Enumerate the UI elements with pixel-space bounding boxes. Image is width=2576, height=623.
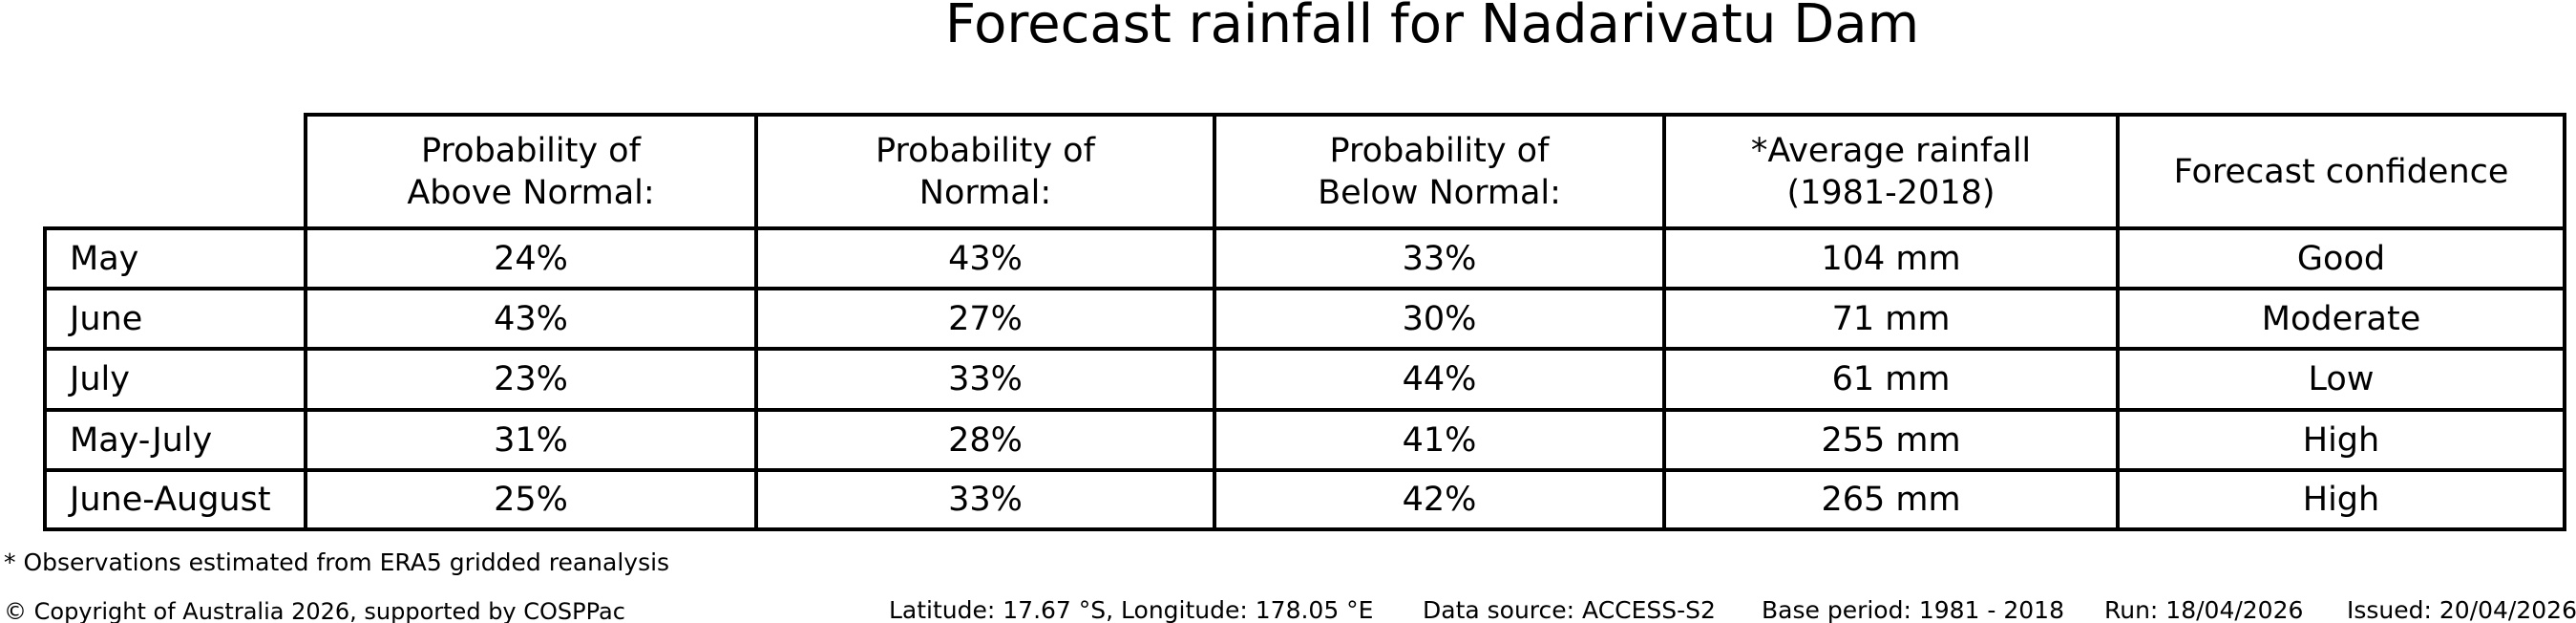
cell-above-normal: 31% xyxy=(304,408,754,468)
cell-normal: 33% xyxy=(754,468,1213,531)
cell-below-normal: 30% xyxy=(1213,287,1662,347)
cell-normal: 33% xyxy=(754,347,1213,408)
footer-data-source: Data source: ACCESS-S2 xyxy=(1423,596,1716,623)
row-label: May-July xyxy=(43,408,304,468)
footer-location: Latitude: 17.67 °S, Longitude: 178.05 °E xyxy=(889,596,1374,623)
figure-title: Forecast rainfall for Nadarivatu Dam xyxy=(944,0,1920,55)
cell-below-normal: 44% xyxy=(1213,347,1662,408)
cell-above-normal: 23% xyxy=(304,347,754,408)
cell-forecast-confidence: Low xyxy=(2116,347,2566,408)
footnote-observations: * Observations estimated from ERA5 gridd… xyxy=(4,548,670,576)
header-spacer-cell xyxy=(43,113,304,226)
footer-issued-date: Issued: 20/04/2026 xyxy=(2347,596,2576,623)
cell-below-normal: 42% xyxy=(1213,468,1662,531)
row-label: June-August xyxy=(43,468,304,531)
cell-forecast-confidence: High xyxy=(2116,408,2566,468)
forecast-table: Probability of Above Normal: Probability… xyxy=(43,113,2566,531)
copyright-notice: © Copyright of Australia 2026, supported… xyxy=(4,598,625,623)
row-label: June xyxy=(43,287,304,347)
cell-above-normal: 24% xyxy=(304,226,754,287)
cell-above-normal: 25% xyxy=(304,468,754,531)
cell-below-normal: 41% xyxy=(1213,408,1662,468)
footer-run-date: Run: 18/04/2026 xyxy=(2104,596,2304,623)
cell-average-rainfall: 265 mm xyxy=(1662,468,2116,531)
row-label: May xyxy=(43,226,304,287)
footer-base-period: Base period: 1981 - 2018 xyxy=(1762,596,2064,623)
header-above-normal: Probability of Above Normal: xyxy=(304,113,754,226)
cell-above-normal: 43% xyxy=(304,287,754,347)
cell-normal: 27% xyxy=(754,287,1213,347)
cell-forecast-confidence: High xyxy=(2116,468,2566,531)
header-average-rainfall: *Average rainfall (1981-2018) xyxy=(1662,113,2116,226)
cell-forecast-confidence: Moderate xyxy=(2116,287,2566,347)
header-below-normal: Probability of Below Normal: xyxy=(1213,113,1662,226)
cell-normal: 43% xyxy=(754,226,1213,287)
cell-average-rainfall: 255 mm xyxy=(1662,408,2116,468)
header-forecast-confidence: Forecast confidence xyxy=(2116,113,2566,226)
cell-average-rainfall: 104 mm xyxy=(1662,226,2116,287)
cell-average-rainfall: 71 mm xyxy=(1662,287,2116,347)
header-normal: Probability of Normal: xyxy=(754,113,1213,226)
cell-average-rainfall: 61 mm xyxy=(1662,347,2116,408)
row-label: July xyxy=(43,347,304,408)
cell-below-normal: 33% xyxy=(1213,226,1662,287)
cell-forecast-confidence: Good xyxy=(2116,226,2566,287)
cell-normal: 28% xyxy=(754,408,1213,468)
